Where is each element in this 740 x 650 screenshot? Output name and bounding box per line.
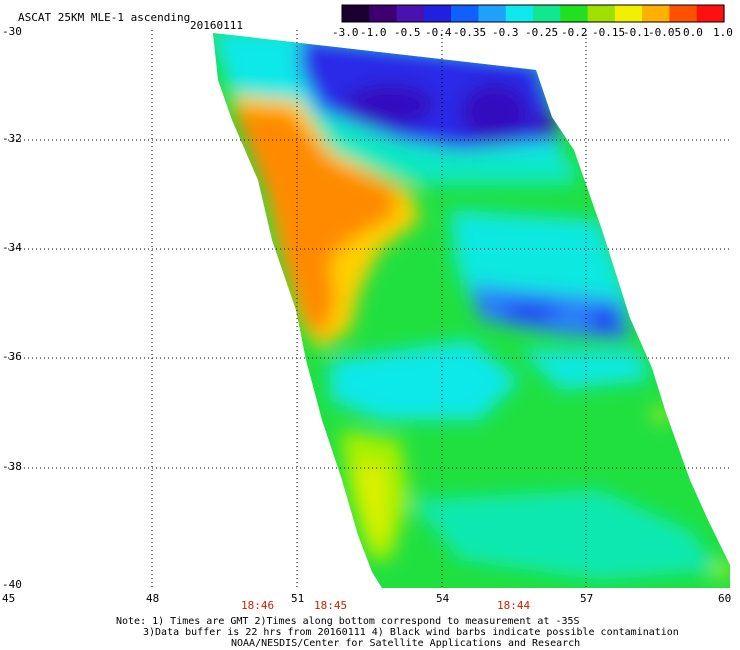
colorbar-segment: [642, 5, 670, 22]
colorbar-label: -0.4: [425, 26, 452, 39]
colorbar-label: -0.05: [648, 26, 682, 39]
wind-swath: [213, 33, 730, 588]
colorbar-segment: [696, 5, 725, 22]
colorbar-segment: [587, 5, 616, 22]
product-title: ASCAT 25KM MLE-1 ascending: [18, 11, 191, 24]
colorbar-label: -0.2: [561, 26, 588, 39]
colorbar-label: -0.35: [453, 26, 487, 39]
time-label: 18:45: [314, 599, 348, 612]
time-label: 18:46: [241, 599, 275, 612]
lon-label: 45: [2, 592, 16, 605]
colorbar-segment: [423, 5, 452, 22]
colorbar-segment: [451, 5, 479, 22]
colorbar-label: -0.15: [592, 26, 626, 39]
colorbar-label: -0.25: [525, 26, 559, 39]
colorbar-segment: [369, 5, 398, 22]
colorbar-label: -1.0: [360, 26, 387, 39]
lon-label: 54: [436, 592, 450, 605]
lat-label: -40: [2, 578, 22, 591]
colorbar-label: -0.3: [492, 26, 519, 39]
colorbar-segment: [614, 5, 643, 22]
colorbar-segment: [533, 5, 561, 22]
colorbar-label: -0.5: [394, 26, 421, 39]
colorbar-label: 0.0: [683, 26, 703, 39]
lat-label: -30: [2, 25, 22, 38]
note-line-1: Note: 1) Times are GMT 2)Times along bot…: [116, 616, 580, 627]
colorbar-segment: [478, 5, 507, 22]
colorbar-segment: [669, 5, 698, 22]
colorbar-segment: [396, 5, 425, 22]
colorbar-segment: [505, 5, 534, 22]
time-label: 18:44: [497, 599, 531, 612]
note-line-2: 3)Data buffer is 22 hrs from 20160111 4)…: [143, 627, 679, 638]
colorbar-label: -0.1: [623, 26, 650, 39]
colorbar-label: -3.0: [332, 26, 359, 39]
lon-label: 51: [291, 592, 305, 605]
lon-label: 57: [580, 592, 594, 605]
lat-label: -32: [2, 132, 22, 145]
lat-label: -36: [2, 350, 22, 363]
colorbar-border: [341, 4, 725, 23]
colorbar-label: 1.0: [713, 26, 733, 39]
lon-label: 60: [718, 592, 732, 605]
note-line-3: NOAA/NESDIS/Center for Satellite Applica…: [231, 638, 581, 649]
lat-label: -38: [2, 460, 22, 473]
colorbar-segment: [342, 5, 370, 22]
product-date: 20160111: [190, 19, 243, 32]
colorbar-segment: [560, 5, 589, 22]
lat-label: -34: [2, 241, 22, 254]
lat-lon-grid: [8, 30, 730, 588]
lon-label: 48: [146, 592, 160, 605]
